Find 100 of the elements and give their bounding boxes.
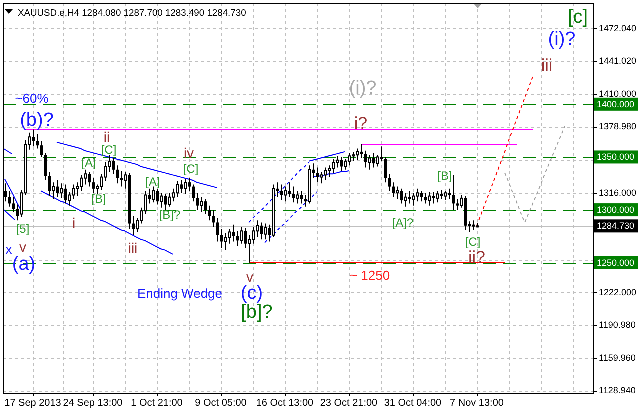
x-tick-label: 23 Oct 21:00: [320, 398, 378, 408]
x-tick-label: 1 Oct 21:00: [131, 398, 184, 408]
candlestick: [296, 190, 299, 204]
candlestick: [292, 186, 295, 204]
candlestick: [372, 152, 375, 168]
annotation: [A]?: [392, 216, 414, 230]
annotation: ii?: [468, 248, 486, 266]
y-tick-label: 1472.040: [599, 23, 637, 34]
candlestick: [352, 151, 355, 162]
annotation: v: [246, 269, 254, 285]
annotation: iv: [184, 145, 194, 161]
candlestick: [188, 178, 191, 192]
candlestick: [300, 190, 303, 204]
line-series: [56, 142, 218, 188]
candlestick: [196, 192, 199, 211]
y-tick-label: 1441.020: [599, 56, 637, 66]
candlestick: [396, 186, 399, 200]
y-tick-label: 1190.980: [599, 320, 636, 330]
annotation: [b]?: [241, 302, 273, 322]
candlestick: [324, 167, 327, 181]
candlestick: [184, 178, 187, 195]
candlestick: [284, 186, 287, 202]
candlestick: [212, 210, 215, 228]
candlestick: [256, 220, 259, 238]
candlestick: [436, 190, 439, 204]
candlestick: [348, 152, 351, 166]
candlestick: [244, 228, 247, 249]
y-tick-label: 1159.960: [599, 352, 636, 363]
annotation: [B]: [92, 192, 106, 206]
x-tick-label: 24 Sep 13:00: [63, 398, 124, 408]
candlestick: [228, 228, 231, 244]
candlestick: [112, 158, 115, 175]
candlestick: [160, 192, 163, 208]
annotation: (b)?: [20, 110, 54, 130]
annotation: [B]: [438, 169, 452, 183]
candlestick: [232, 224, 235, 242]
candlestick: [452, 174, 455, 211]
annotation: iii: [541, 56, 553, 74]
candlestick: [392, 182, 395, 198]
annotation: i: [72, 215, 76, 231]
candlestick: [448, 188, 451, 200]
annotation: [B]?: [159, 208, 181, 222]
candlestick: [156, 188, 159, 206]
candlestick: [92, 178, 95, 194]
candlestick: [420, 190, 423, 202]
line-series: [476, 76, 534, 226]
annotation: Ending Wedge: [137, 286, 223, 300]
candlestick: [408, 190, 411, 204]
candlestick: [316, 167, 319, 184]
candlestick: [440, 189, 443, 200]
candlestick: [428, 192, 431, 206]
x-tick-label: 31 Oct 04:00: [384, 398, 442, 408]
y-tick-label: 1316.000: [599, 188, 637, 198]
candlestick: [432, 192, 435, 204]
annotation: [c]: [568, 6, 588, 28]
candlestick: [224, 232, 227, 251]
candlestick: [388, 174, 391, 192]
y-tick-label: 1378.980: [599, 122, 637, 132]
candlestick: [180, 180, 183, 194]
annotation: v: [20, 239, 26, 255]
y-tick-label: 1410.000: [599, 88, 637, 99]
annotation: ~ 1250: [350, 268, 390, 282]
candlestick: [120, 170, 123, 188]
candlestick: [416, 188, 419, 202]
candlestick: [236, 230, 239, 246]
ref-line-label: 1350.000: [597, 152, 635, 162]
candlestick: [72, 184, 75, 200]
candlestick: [344, 158, 347, 170]
ref-line-label: 1250.000: [597, 258, 635, 268]
candlestick: [132, 216, 135, 236]
candlestick: [80, 174, 83, 192]
candlestick: [208, 205, 211, 222]
candlestick: [32, 129, 35, 148]
candlestick: [48, 172, 51, 197]
candlestick: [384, 156, 387, 184]
x-tick-label: 9 Oct 05:00: [195, 398, 248, 408]
annotation: [A]: [82, 156, 96, 170]
candlestick: [328, 165, 331, 178]
annotation: (i)?: [349, 78, 377, 98]
candlestick: [424, 192, 427, 204]
candlestick: [376, 154, 379, 168]
y-tick-label: 1128.940: [599, 386, 636, 396]
candlestick: [220, 228, 223, 249]
candlestick: [204, 198, 207, 215]
candlestick: [252, 226, 255, 244]
candlestick: [76, 182, 79, 197]
candlestick: [404, 192, 407, 208]
candlestick: [444, 190, 447, 202]
x-tick-label: 17 Sep 2013: [4, 398, 62, 408]
candlestick: [340, 156, 343, 172]
annotation: [C]: [465, 235, 481, 249]
candlestick: [412, 192, 415, 206]
candlestick: [264, 223, 267, 240]
candlestick: [8, 190, 11, 208]
annotation: i?: [354, 114, 368, 132]
candlestick: [240, 226, 243, 244]
annotation: ii: [104, 129, 110, 145]
line-series: [504, 126, 566, 224]
annotation: x: [6, 242, 13, 256]
candlestick: [200, 196, 203, 213]
